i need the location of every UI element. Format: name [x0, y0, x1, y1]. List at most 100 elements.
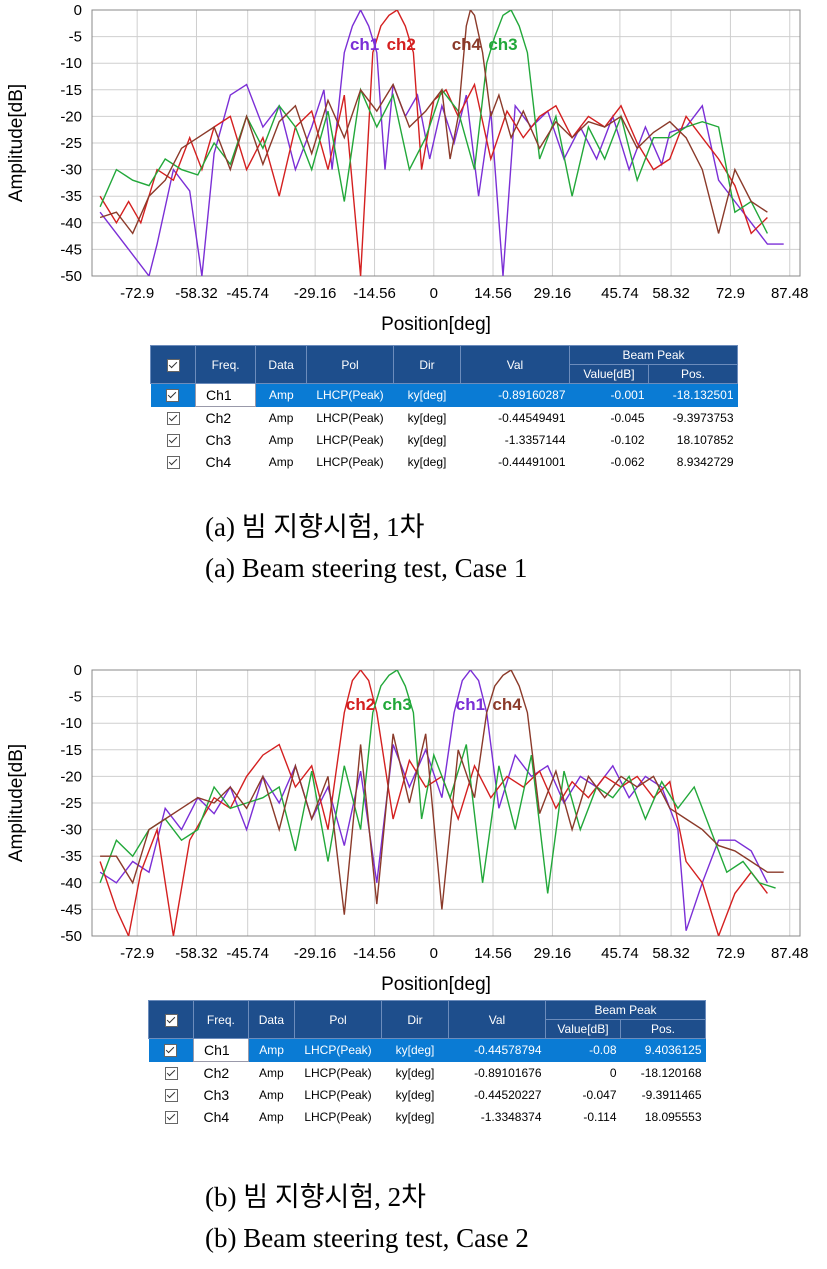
cell-freq: Ch1 [194, 383, 257, 407]
cell-pol: LHCP(Peak) [316, 433, 384, 447]
x-tick-label: -72.9 [120, 945, 154, 962]
cell-pos: -18.120168 [640, 1065, 702, 1080]
y-tick-label: -40 [60, 215, 82, 232]
cell-data: Amp [259, 1065, 284, 1080]
x-tick-label: -45.74 [226, 285, 269, 302]
y-axis-label: Amplitude[dB] [6, 84, 27, 202]
x-tick-label: 0 [430, 945, 438, 962]
y-tick-label: -45 [60, 241, 82, 258]
cell-dir: ky[deg] [407, 455, 447, 469]
select-all-header[interactable] [150, 345, 196, 384]
series-line-ch4 [99, 10, 768, 235]
y-tick-label: -30 [60, 162, 82, 179]
beam-pattern-chart-case-2: 0 -5 -10 -15 -20 -25 -30 -35 -40 -45 -50 -72.9 -58.3… [6, 662, 809, 995]
x-tick-label: 29.16 [534, 285, 572, 302]
x-tick-label: -58.32 [175, 285, 218, 302]
beam-pattern-chart-case-1: 0 -5 -10 -15 -20 -25 -30 -35 -40 -45 -50 -72.9 -58.3… [6, 2, 809, 335]
y-tick-label: -45 [60, 901, 82, 918]
series-line-ch4 [100, 670, 784, 915]
row-checkbox[interactable] [166, 389, 180, 403]
y-tick-label: -25 [60, 795, 82, 812]
header-freq: Freq. [193, 1000, 249, 1039]
cell-value-db: -0.08 [545, 1038, 621, 1062]
x-tick-label: 45.74 [601, 945, 639, 962]
cell-freq: Ch4 [203, 1109, 230, 1125]
header-beam-peak: Beam Peak [569, 345, 738, 365]
cell-pol: LHCP(Peak) [316, 455, 384, 469]
caption-a-korean: (a) 빔 지향시험, 1차 [205, 512, 425, 542]
select-all-header[interactable] [148, 1000, 194, 1039]
cell-data: Amp [248, 1038, 295, 1062]
select-all-checkbox[interactable] [166, 358, 180, 372]
beam-peak-table-case-1: Freq. Data Pol Dir Val Beam Peak Value[d… [150, 345, 738, 473]
cell-val: -0.89160287 [460, 383, 570, 407]
header-value-db: Value[dB] [545, 1019, 621, 1039]
cell-freq: Ch2 [203, 1065, 230, 1081]
header-pos: Pos. [648, 364, 738, 384]
row-checkbox[interactable] [164, 1089, 178, 1103]
row-checkbox[interactable] [164, 1066, 178, 1080]
row-checkbox[interactable] [166, 456, 180, 470]
header-val: Val [460, 345, 570, 384]
x-tick-label: -29.16 [294, 945, 337, 962]
table-row[interactable]: Ch3 Amp LHCP(Peak) ky[deg] -1.3357144 -0… [151, 429, 738, 451]
table-row[interactable]: Ch1 Amp LHCP(Peak) ky[deg] -0.89160287 -… [150, 383, 738, 407]
cell-pos: 18.095553 [644, 1110, 702, 1124]
table-row[interactable]: Ch4 Amp LHCP(Peak) ky[deg] -1.3348374 -0… [149, 1106, 706, 1128]
y-tick-label: -15 [60, 82, 82, 99]
caption-b-korean: (b) 빔 지향시험, 2차 [205, 1182, 427, 1212]
table-row[interactable]: Ch3 Amp LHCP(Peak) ky[deg] -0.44520227 -… [149, 1084, 706, 1106]
x-tick-label: 29.16 [534, 945, 572, 962]
cell-freq: Ch2 [205, 410, 232, 426]
cell-pol: LHCP(Peak) [294, 1038, 382, 1062]
header-data: Data [247, 1000, 296, 1039]
cell-value-db: -0.047 [582, 1088, 617, 1102]
x-tick-label: 0 [430, 285, 438, 302]
cell-data: Amp [268, 410, 294, 425]
cell-pos: 9.4036125 [620, 1038, 706, 1062]
y-tick-label: -50 [60, 268, 82, 285]
peak-label-ch1: ch1 [350, 35, 379, 54]
beam-peak-table-case-2: Freq. Data Pol Dir Val Beam Peak Value[d… [148, 1000, 706, 1128]
cell-value-db: -0.114 [583, 1110, 617, 1124]
series-line-ch1 [99, 10, 784, 276]
peak-label-ch1: ch1 [456, 695, 485, 714]
table-row[interactable]: Ch2 Amp LHCP(Peak) ky[deg] -0.44549491 -… [151, 407, 738, 430]
y-tick-label: -35 [60, 848, 82, 865]
row-checkbox[interactable] [166, 411, 180, 425]
row-checkbox-cell[interactable] [149, 1106, 194, 1128]
table-row[interactable]: Ch1 Amp LHCP(Peak) ky[deg] -0.44578794 -… [148, 1038, 706, 1062]
cell-dir: ky[deg] [381, 1038, 449, 1062]
cell-pol: LHCP(Peak) [304, 1065, 372, 1080]
peak-label-ch3: ch3 [383, 695, 412, 714]
row-checkbox-cell[interactable] [151, 429, 196, 451]
row-checkbox[interactable] [166, 434, 180, 448]
cell-freq: Ch3 [205, 432, 232, 448]
row-checkbox[interactable] [164, 1111, 178, 1125]
select-all-checkbox[interactable] [164, 1013, 178, 1027]
peak-label-ch4: ch4 [452, 35, 482, 54]
x-tick-label: 14.56 [474, 285, 512, 302]
table-row[interactable]: Ch4 Amp LHCP(Peak) ky[deg] -0.44491001 -… [151, 451, 738, 473]
row-checkbox-cell[interactable] [149, 1084, 194, 1106]
cell-dir: ky[deg] [395, 1110, 435, 1124]
table-row[interactable]: Ch2 Amp LHCP(Peak) ky[deg] -0.89101676 0… [149, 1062, 706, 1085]
cell-freq: Ch1 [193, 1038, 249, 1062]
y-tick-label: -15 [60, 742, 82, 759]
series-line-ch2 [99, 10, 768, 276]
row-checkbox-cell[interactable] [149, 1062, 194, 1085]
caption-a-english: (a) Beam steering test, Case 1 [205, 553, 528, 583]
x-tick-label: 87.48 [771, 945, 809, 962]
cell-data: Amp [268, 433, 294, 447]
row-checkbox-cell[interactable] [151, 451, 196, 473]
row-checkbox[interactable] [164, 1044, 178, 1058]
row-checkbox-cell[interactable] [148, 1038, 194, 1062]
row-checkbox-cell[interactable] [150, 383, 196, 407]
cell-dir: ky[deg] [393, 383, 461, 407]
y-tick-label: -35 [60, 188, 82, 205]
y-axis-label: Amplitude[dB] [6, 744, 27, 862]
row-checkbox-cell[interactable] [151, 407, 196, 430]
x-tick-label: 14.56 [474, 945, 512, 962]
y-tick-label: -20 [60, 768, 82, 785]
cell-value-db: -0.062 [610, 455, 645, 469]
